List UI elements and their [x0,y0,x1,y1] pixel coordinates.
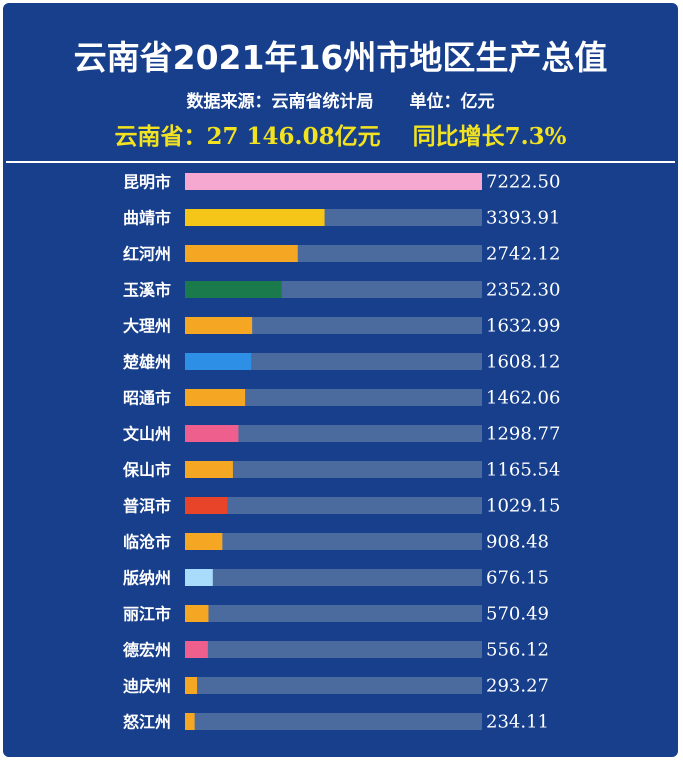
bar [185,173,482,190]
value-label: 3393.91 [486,208,560,229]
value-label: 570.49 [486,604,549,625]
bar [185,569,213,586]
category-label: 昆明市 [123,173,171,192]
bar-track [185,713,482,730]
value-label: 1298.77 [486,424,560,445]
category-label: 临沧市 [123,533,171,552]
chart-panel: 云南省2021年16州市地区生产总值 数据来源：云南省统计局 单位：亿元 云南省：… [3,3,678,757]
category-label: 怒江州 [123,713,171,732]
bar-track [185,461,482,478]
bar [185,389,246,406]
bar-track [185,641,482,658]
category-label: 普洱市 [123,497,171,516]
data-source: 数据来源：云南省统计局 [186,92,374,112]
bar-track [185,317,482,334]
bar-chart: 昆明市 7222.50 曲靖市 3393.91 红河州 2742.12 玉溪市 2352.30… [122,172,560,733]
bar [185,677,198,694]
value-label: 2352.30 [486,280,560,301]
value-label: 293.27 [486,676,549,697]
value-label: 234.11 [486,712,549,733]
bar-track [185,533,482,550]
bar [185,245,298,262]
bar [185,425,239,442]
bar [185,713,195,730]
bar [185,497,228,514]
category-label: 文山州 [123,425,171,444]
bar-track [185,353,482,370]
bar [185,281,282,298]
category-label: 丽江市 [123,605,171,624]
value-label: 1632.99 [486,316,560,337]
bar [185,209,325,226]
value-label: 1608.12 [486,352,560,373]
province-total: 云南省：27 146.08亿元 [114,123,381,150]
value-label: 676.15 [486,568,549,589]
category-label: 曲靖市 [123,209,171,228]
divider [6,161,675,163]
value-label: 2742.12 [486,244,560,265]
category-label: 红河州 [123,245,171,264]
bar [185,317,253,334]
unit-label: 单位：亿元 [409,92,495,112]
category-label: 昭通市 [123,389,171,408]
chart-title: 云南省2021年16州市地区生产总值 [73,38,608,77]
value-label: 1029.15 [486,496,560,517]
bar-track [185,389,482,406]
category-label: 大理州 [123,317,171,336]
bar-track [185,677,482,694]
bar [185,641,208,658]
subtitle: 数据来源：云南省统计局 单位：亿元 [3,87,678,112]
bar [185,533,223,550]
value-label: 7222.50 [486,172,560,193]
category-label: 玉溪市 [123,281,171,300]
bar [185,605,209,622]
bar-track [185,425,482,442]
category-label: 楚雄州 [123,353,171,372]
bar-track [185,605,482,622]
category-label: 保山市 [122,461,171,480]
value-label: 1165.54 [486,460,560,481]
category-label: 版纳州 [122,569,171,588]
value-label: 1462.06 [486,388,560,409]
value-label: 908.48 [486,532,549,553]
growth-rate: 同比增长7.3% [412,123,567,150]
category-label: 德宏州 [123,641,171,660]
bar-track [185,569,482,586]
summary: 云南省：27 146.08亿元 同比增长7.3% [3,117,678,151]
bar [185,461,233,478]
category-label: 迪庆州 [123,677,171,696]
bar [185,353,252,370]
bar-track [185,497,482,514]
value-label: 556.12 [486,640,549,661]
